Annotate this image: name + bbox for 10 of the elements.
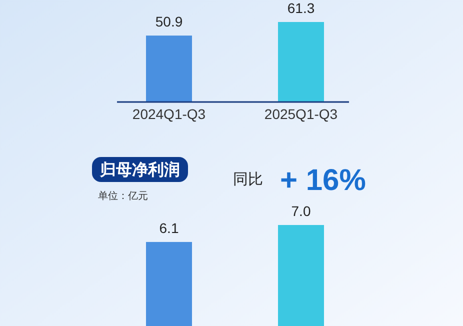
text: + 16% (280, 164, 366, 197)
data-label: 50.9 (155, 14, 183, 30)
chart-title: 归母净利润 (99, 161, 180, 179)
chart-subtitle: 单位：亿元 (98, 190, 148, 202)
x-tick-label: 2024Q1-Q3 (132, 106, 206, 122)
data-label: 61.3 (287, 0, 315, 16)
data-label: 6.1 (159, 220, 179, 236)
data-label: 7.0 (291, 203, 311, 219)
x-tick-label: 2025Q1-Q3 (264, 106, 338, 122)
text: 同比 (233, 171, 263, 188)
